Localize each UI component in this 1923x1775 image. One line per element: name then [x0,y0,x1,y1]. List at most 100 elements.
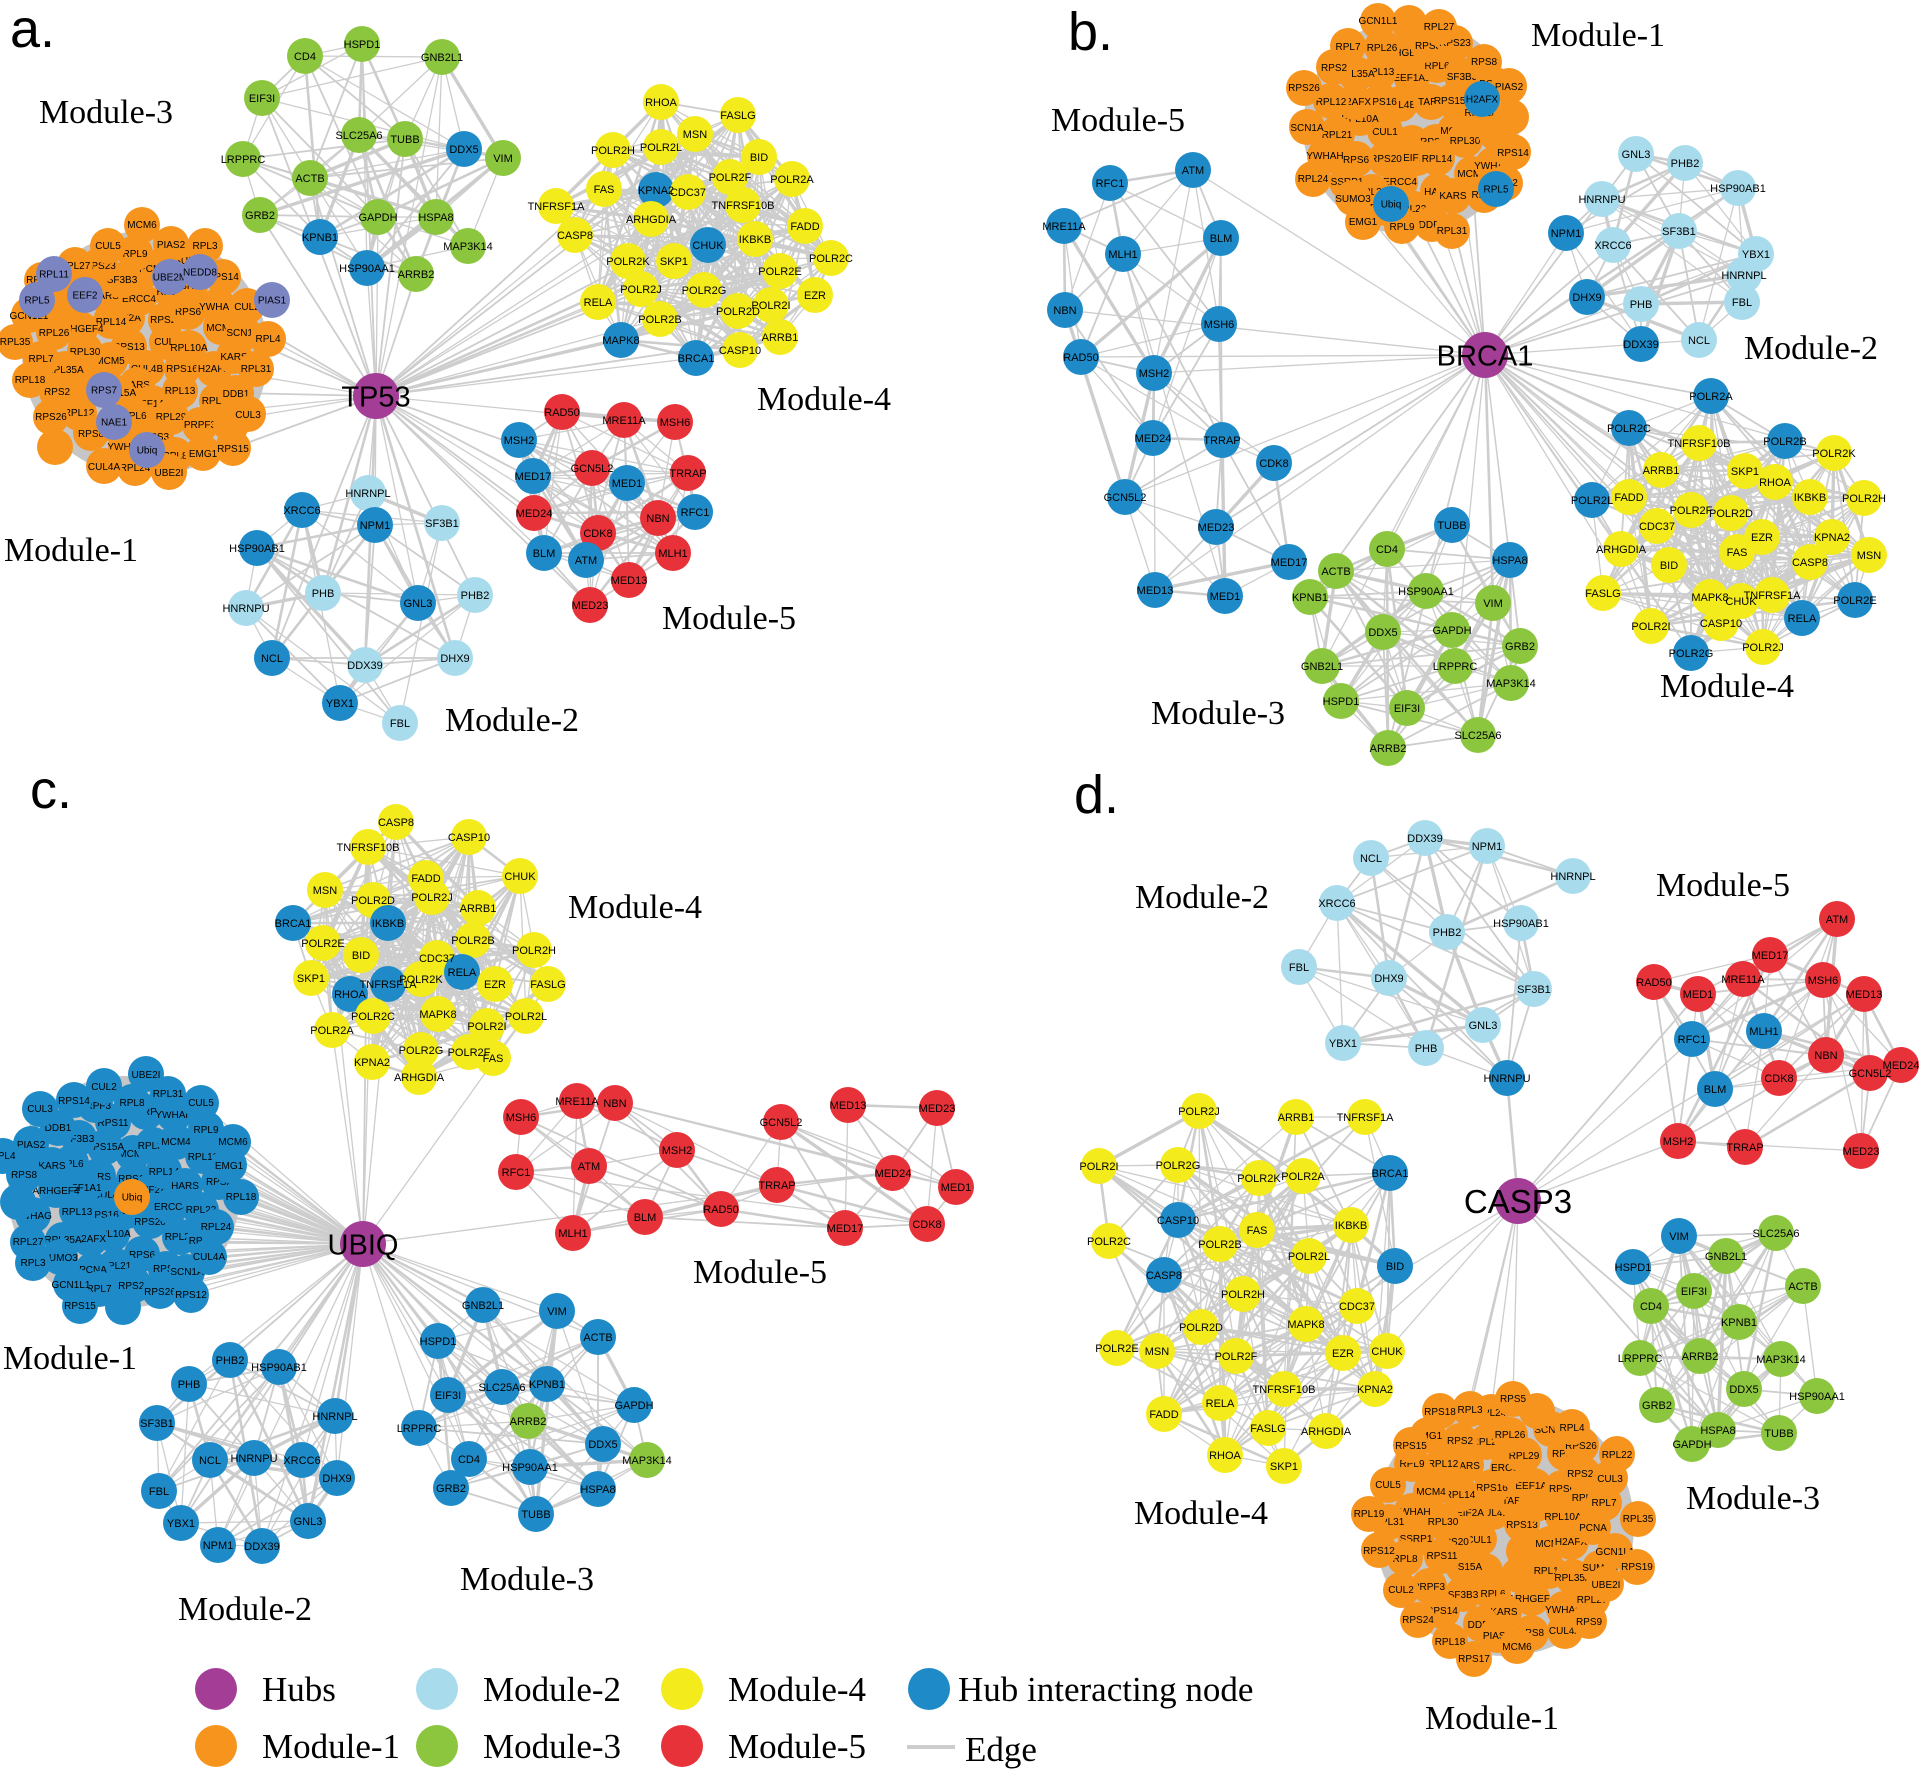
svg-text:HNRNPU: HNRNPU [1578,194,1625,206]
svg-text:TNFRSF10B: TNFRSF10B [1668,438,1731,450]
svg-text:RPS2: RPS2 [1447,1436,1474,1447]
svg-text:CUL5: CUL5 [95,241,121,252]
svg-text:Module-1: Module-1 [4,532,138,569]
svg-text:UBIQ: UBIQ [328,1229,399,1261]
svg-text:ARHGEF4: ARHGEF4 [1508,1594,1556,1605]
svg-text:FAS: FAS [1727,547,1748,559]
svg-text:Module-1: Module-1 [3,1340,137,1377]
svg-text:CHUK: CHUK [1371,1346,1403,1358]
svg-text:CASP8: CASP8 [378,817,414,829]
svg-text:RPL7: RPL7 [1335,42,1360,53]
svg-text:CASP10: CASP10 [719,345,761,357]
svg-text:POLR2D: POLR2D [351,895,395,907]
svg-text:MCM5: MCM5 [95,356,125,367]
svg-text:GAPDH: GAPDH [1672,1439,1711,1451]
svg-text:RPL35: RPL35 [0,337,31,348]
svg-text:MSH6: MSH6 [660,417,691,429]
svg-text:RPL6: RPL6 [1480,1589,1505,1600]
svg-text:Module-4: Module-4 [1134,1495,1268,1532]
svg-text:MLH1: MLH1 [558,1228,587,1240]
svg-text:MSN: MSN [313,885,338,897]
svg-text:POLR2E: POLR2E [1095,1343,1138,1355]
svg-text:RPS16: RPS16 [166,364,198,375]
svg-text:NCL: NCL [199,1455,221,1467]
svg-text:RPS20: RPS20 [134,1217,166,1228]
svg-text:RPL35: RPL35 [1623,1514,1654,1525]
svg-text:MED1: MED1 [612,478,643,490]
svg-text:POLR2K: POLR2K [1812,448,1856,460]
svg-text:RPS5: RPS5 [1500,1394,1527,1405]
svg-text:CDC37: CDC37 [419,953,455,965]
svg-text:HSP90AB1: HSP90AB1 [1493,918,1549,930]
svg-text:KARS: KARS [220,352,248,363]
svg-text:RPL18: RPL18 [15,375,46,386]
svg-text:YWHAG: YWHAG [1545,1605,1583,1616]
svg-text:MED17: MED17 [1271,557,1308,569]
svg-text:HSPD1: HSPD1 [1323,696,1360,708]
svg-text:MAP3K14: MAP3K14 [1756,1354,1806,1366]
svg-text:NEDD8: NEDD8 [183,268,217,279]
svg-text:ATM: ATM [1182,165,1204,177]
svg-text:GNL3: GNL3 [294,1516,323,1528]
svg-text:GNB2L1: GNB2L1 [1705,1251,1747,1263]
svg-text:POLR2J: POLR2J [411,892,453,904]
svg-text:KPNA2: KPNA2 [1357,1384,1393,1396]
svg-text:LRPPRC: LRPPRC [221,154,266,166]
svg-text:MAPK8: MAPK8 [419,1009,456,1021]
svg-text:NBN: NBN [603,1098,626,1110]
svg-text:EIF2A: EIF2A [139,1185,167,1196]
svg-text:CUL5: CUL5 [1375,1480,1401,1491]
svg-text:POLR2H: POLR2H [512,945,556,957]
svg-text:MAP3K14: MAP3K14 [622,1455,672,1467]
svg-text:UBE2I: UBE2I [155,468,184,479]
svg-text:RPL27: RPL27 [1424,22,1455,33]
svg-text:MCM4: MCM4 [1457,169,1487,180]
svg-text:RPS13: RPS13 [113,342,145,353]
svg-text:EIF3I: EIF3I [1681,1286,1707,1298]
svg-text:EZR: EZR [1751,532,1773,544]
svg-text:RPL6: RPL6 [58,1159,83,1170]
svg-text:RPL7: RPL7 [28,354,53,365]
svg-text:POLR2A: POLR2A [310,1025,354,1037]
svg-text:RPL31: RPL31 [153,1089,184,1100]
svg-text:VIM: VIM [1483,598,1503,610]
svg-text:POLR2B: POLR2B [1198,1239,1241,1251]
svg-text:RPS3: RPS3 [1552,1449,1579,1460]
svg-text:POLR2C: POLR2C [351,1011,395,1023]
svg-text:POLR2D: POLR2D [716,306,760,318]
svg-text:RPL14: RPL14 [96,317,127,328]
svg-text:H2AFX: H2AFX [74,1234,107,1245]
svg-text:TNFRSF1A: TNFRSF1A [360,979,418,991]
svg-text:RPS8: RPS8 [1518,1628,1545,1639]
svg-text:RPS3: RPS3 [1415,41,1442,52]
svg-text:Ubiq: Ubiq [122,1193,143,1204]
svg-text:FADD: FADD [1614,492,1643,504]
svg-text:CDC37: CDC37 [1339,1301,1375,1313]
svg-text:RELA: RELA [448,967,477,979]
svg-text:LRPPRC: LRPPRC [1618,1353,1663,1365]
svg-text:MED1: MED1 [1210,591,1241,603]
svg-text:CD4: CD4 [294,51,316,63]
svg-text:Module-3: Module-3 [460,1561,594,1598]
svg-text:YWHAG: YWHAG [14,1211,52,1222]
svg-text:GAPDH: GAPDH [358,212,397,224]
svg-text:RPS12: RPS12 [175,1290,207,1301]
svg-text:RPL35A: RPL35A [1554,1573,1592,1584]
svg-text:HNRNPL: HNRNPL [1550,871,1595,883]
svg-text:RPL9: RPL9 [1389,222,1414,233]
svg-text:KARS: KARS [1490,1607,1518,1618]
svg-text:GAPDH: GAPDH [1432,625,1471,637]
svg-text:CUL2: CUL2 [91,1082,117,1093]
svg-text:RPS16: RPS16 [87,1210,119,1221]
svg-text:CUL3: CUL3 [235,410,261,421]
svg-text:Module-4: Module-4 [757,381,891,418]
svg-text:Module-4: Module-4 [1660,668,1794,705]
svg-text:EEF1A1: EEF1A1 [133,399,171,410]
svg-text:CUL4A: CUL4A [88,462,121,473]
svg-text:POLR2L: POLR2L [640,142,682,154]
svg-text:Ubiq: Ubiq [1381,200,1402,211]
svg-text:EEF1A1: EEF1A1 [64,1183,102,1194]
svg-text:H2AFX: H2AFX [198,364,231,375]
svg-text:POLR2L: POLR2L [505,1011,547,1023]
svg-text:RPL8: RPL8 [1392,1554,1417,1565]
